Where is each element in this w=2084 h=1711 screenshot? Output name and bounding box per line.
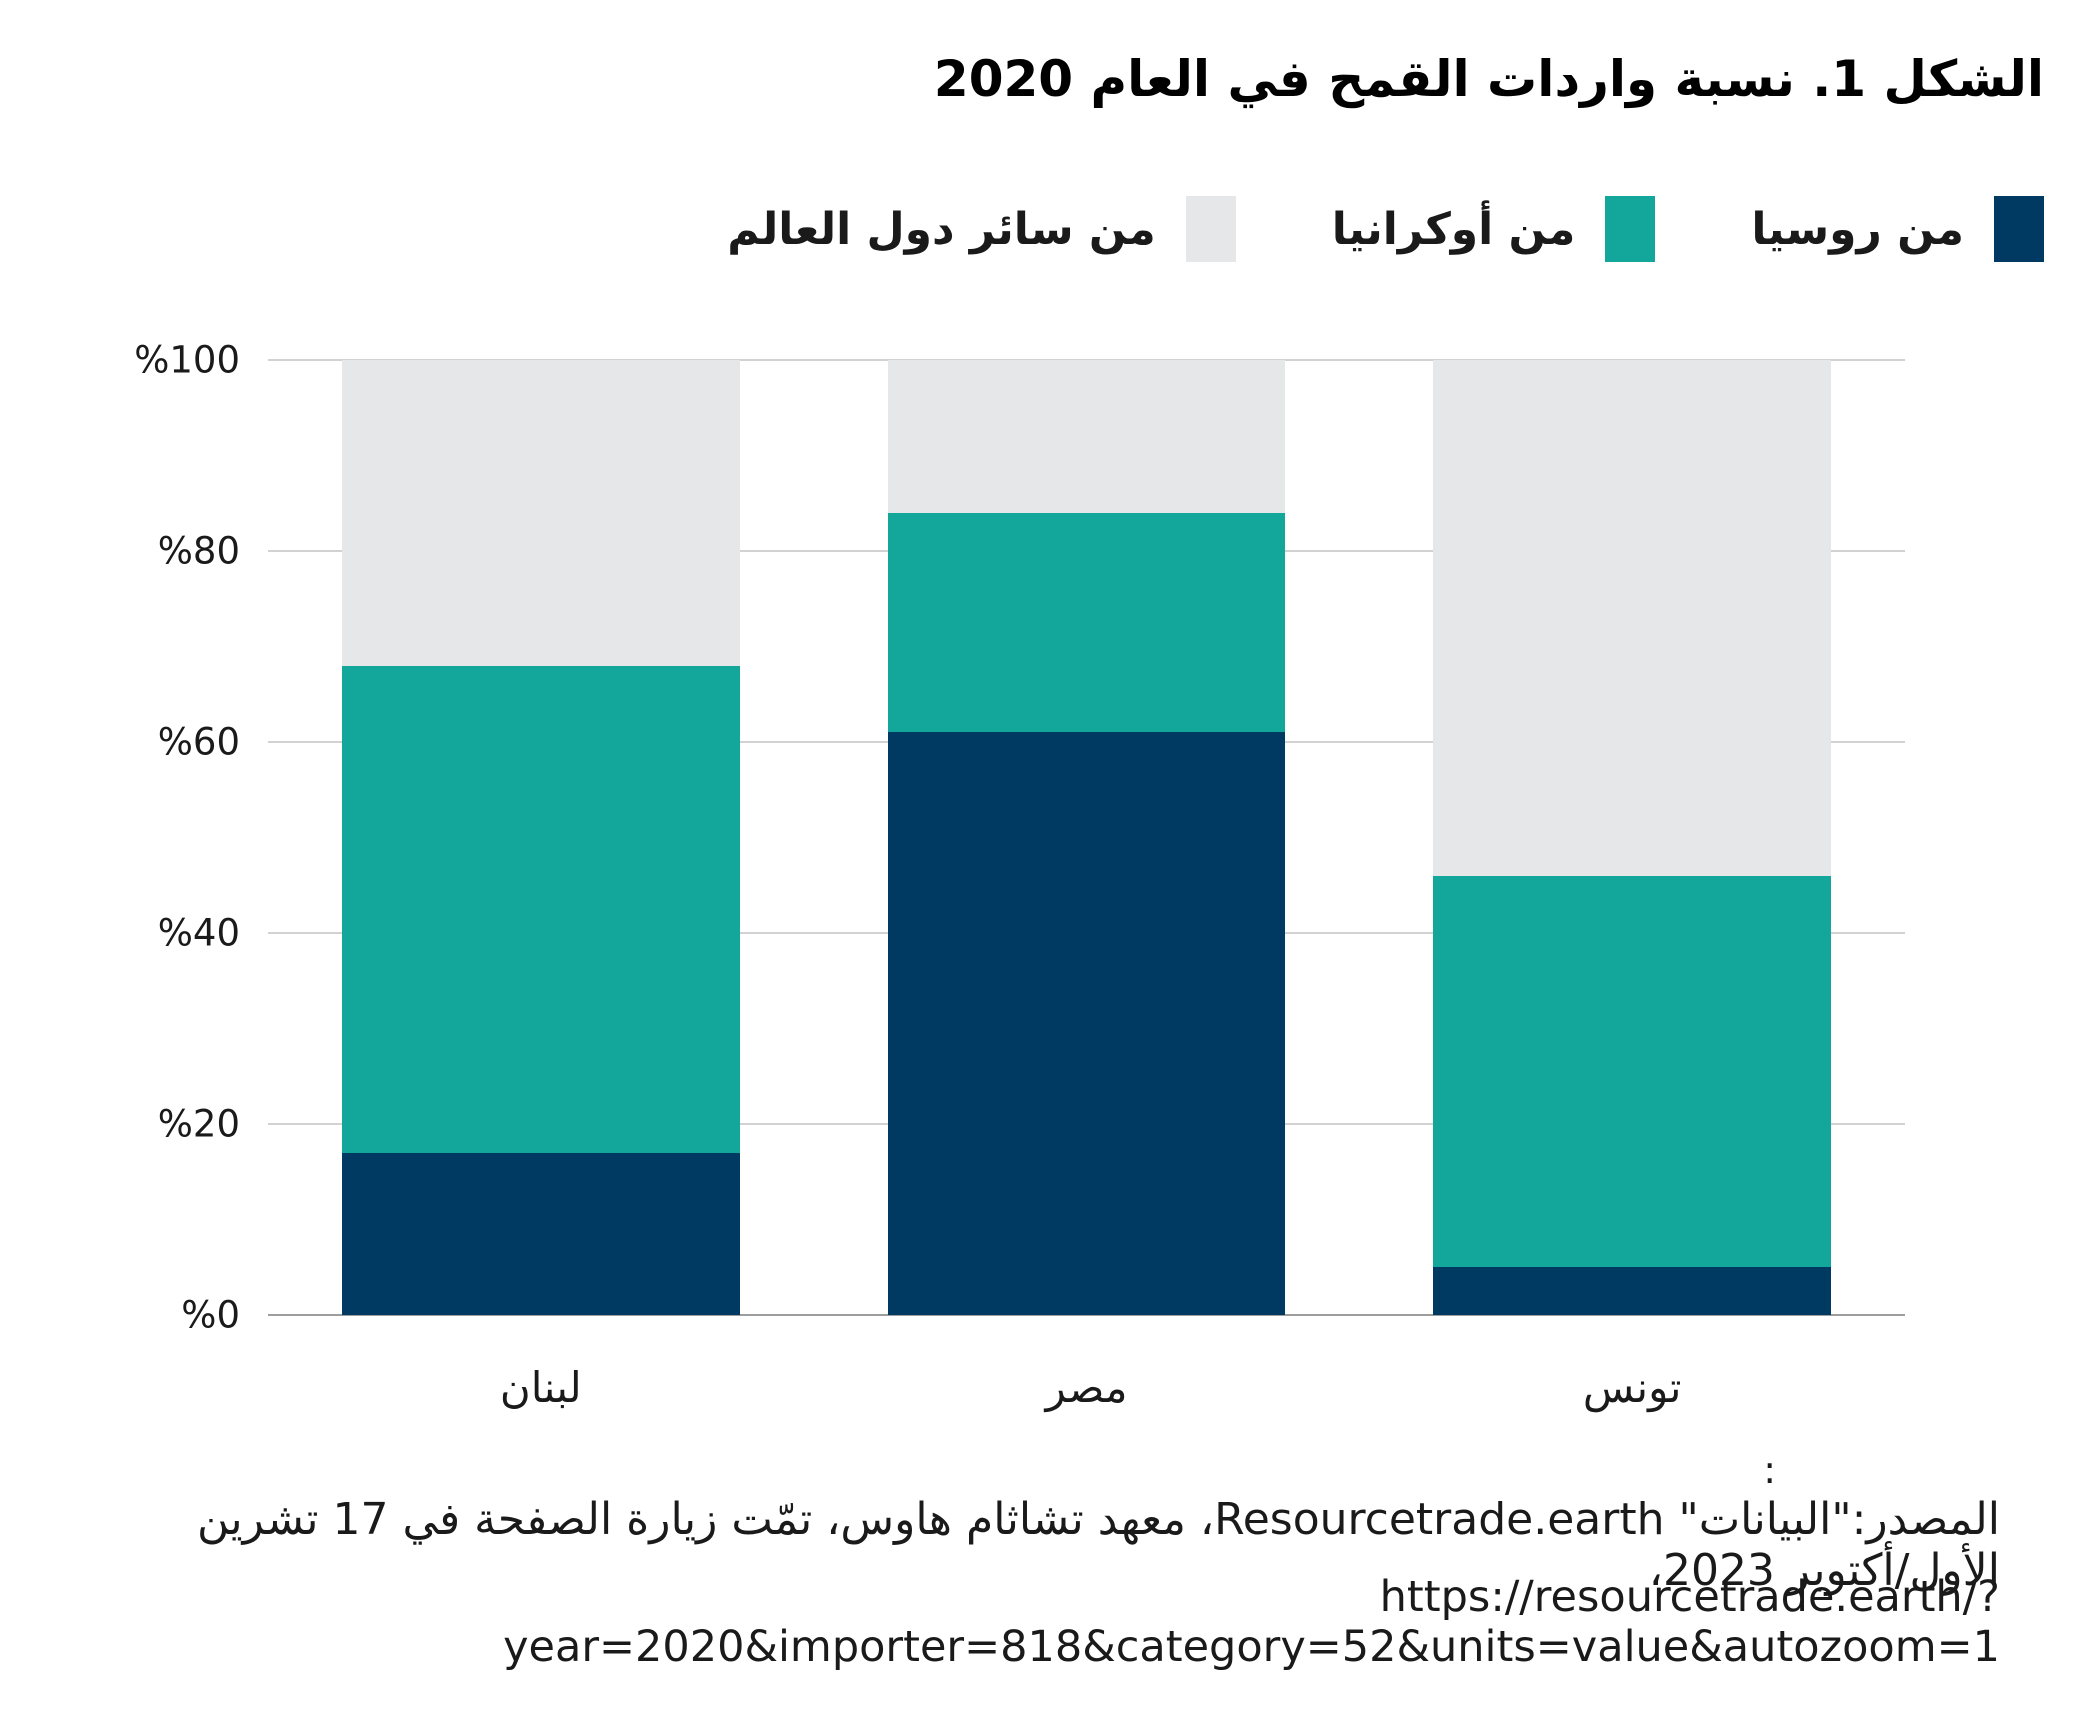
bar-segment: [887, 732, 1286, 1315]
gridline: [268, 359, 1905, 361]
bar-segment: [341, 1152, 740, 1315]
x-axis-category-label: لبنان: [499, 1363, 582, 1412]
bar-segment: [1433, 360, 1832, 876]
bar-segment: [887, 360, 1286, 513]
chart-title: الشكل 1. نسبة واردات القمح في العام 2020: [933, 50, 2044, 108]
legend-item-0: من روسيا: [1751, 196, 2044, 262]
y-axis-tick-label: %60: [157, 720, 240, 764]
x-axis-category-label: تونس: [1582, 1363, 1682, 1412]
bar-segment: [341, 665, 740, 1153]
footer-colon: :: [1763, 1448, 1776, 1492]
x-axis-line: [268, 1314, 1905, 1316]
y-axis-tick-label: %0: [181, 1293, 240, 1337]
bar-segment: [1433, 1267, 1832, 1315]
legend-label: من روسيا: [1751, 203, 1964, 255]
source-url: https://resourcetrade.earth/?year=2020&i…: [503, 1572, 2000, 1672]
source-text: المصدر:"البيانات" Resourcetrade.earth، م…: [196, 1494, 2000, 1596]
bar-segment: [341, 360, 740, 666]
legend: من روسيا من أوكرانيا من سائر دول العالم: [727, 196, 2044, 262]
stacked-bar: [1433, 360, 1832, 1315]
legend-item-1: من أوكرانيا: [1332, 196, 1656, 262]
legend-label: من أوكرانيا: [1331, 203, 1576, 255]
legend-label: من سائر دول العالم: [727, 203, 1156, 255]
plot-area: %0 %20 %40 %60 %80 %100 لبنان مصر تونس: [134, 339, 1905, 1412]
legend-swatch-icon: [1185, 196, 1236, 262]
bar-segment: [1433, 875, 1832, 1268]
legend-swatch-icon: [1605, 196, 1656, 262]
y-axis-tick-label: %80: [157, 529, 240, 573]
y-axis-tick-label: %20: [157, 1102, 240, 1146]
y-axis-tick-label: %100: [134, 338, 240, 382]
legend-item-2: من سائر دول العالم: [727, 196, 1236, 262]
x-axis-category-label: مصر: [1045, 1363, 1128, 1412]
bar-segment: [887, 512, 1286, 733]
stacked-bar: [887, 360, 1286, 1315]
stacked-bar: [341, 360, 740, 1315]
legend-swatch-icon: [1994, 196, 2044, 262]
y-axis-tick-label: %40: [157, 911, 240, 955]
